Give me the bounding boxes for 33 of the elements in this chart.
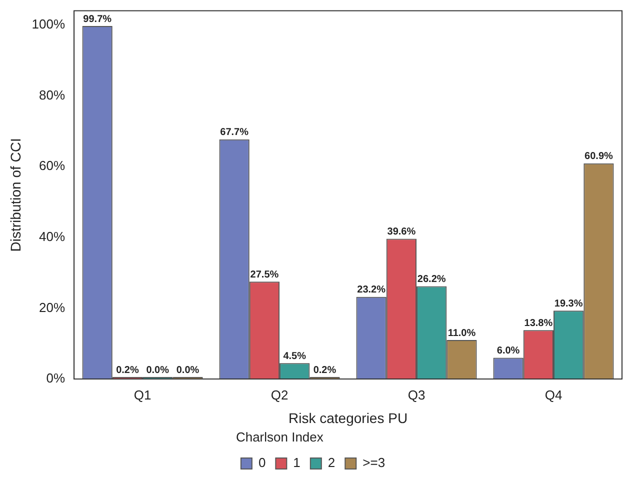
- data-label: 60.9%: [584, 151, 613, 162]
- y-axis-title: Distribution of CCI: [7, 138, 24, 252]
- y-tick-label: 100%: [32, 16, 66, 32]
- y-tick-label: 40%: [39, 228, 66, 244]
- data-label: 23.2%: [357, 284, 386, 296]
- x-tick-label: Q4: [544, 387, 562, 402]
- legend-title: Charlson Index: [236, 429, 324, 444]
- data-label: 19.3%: [554, 298, 583, 310]
- legend-label: >=3: [362, 455, 386, 470]
- data-label: 0.0%: [146, 364, 170, 376]
- x-tick-label: Q2: [270, 387, 288, 402]
- data-label: 27.5%: [250, 269, 279, 280]
- legend-label: 1: [293, 455, 300, 470]
- data-label: 0.0%: [176, 364, 200, 376]
- x-axis-title: Risk categories PU: [288, 410, 408, 426]
- y-tick-label: 0%: [46, 370, 66, 386]
- data-label: 4.5%: [283, 350, 306, 362]
- legend-label: 2: [328, 455, 336, 470]
- legend-label: 0: [258, 455, 266, 470]
- x-tick-label: Q1: [134, 387, 152, 402]
- data-label: 11.0%: [448, 328, 476, 339]
- x-tick-label: Q3: [408, 387, 426, 402]
- y-tick-label: 20%: [39, 300, 66, 315]
- data-label: 0.2%: [116, 364, 139, 376]
- data-label: 26.2%: [417, 274, 446, 285]
- data-label: 6.0%: [496, 346, 520, 357]
- data-label: 0.2%: [313, 364, 336, 376]
- data-label: 13.8%: [524, 318, 553, 329]
- y-tick-label: 80%: [39, 87, 66, 102]
- data-label: 39.6%: [387, 226, 416, 238]
- y-tick-label: 60%: [39, 158, 66, 174]
- data-label: 67.7%: [220, 127, 249, 138]
- data-label: 99.7%: [83, 14, 112, 25]
